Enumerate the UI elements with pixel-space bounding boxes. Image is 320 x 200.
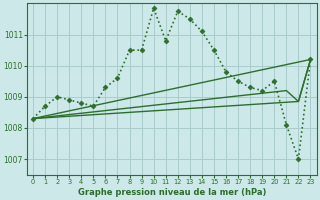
X-axis label: Graphe pression niveau de la mer (hPa): Graphe pression niveau de la mer (hPa) bbox=[77, 188, 266, 197]
